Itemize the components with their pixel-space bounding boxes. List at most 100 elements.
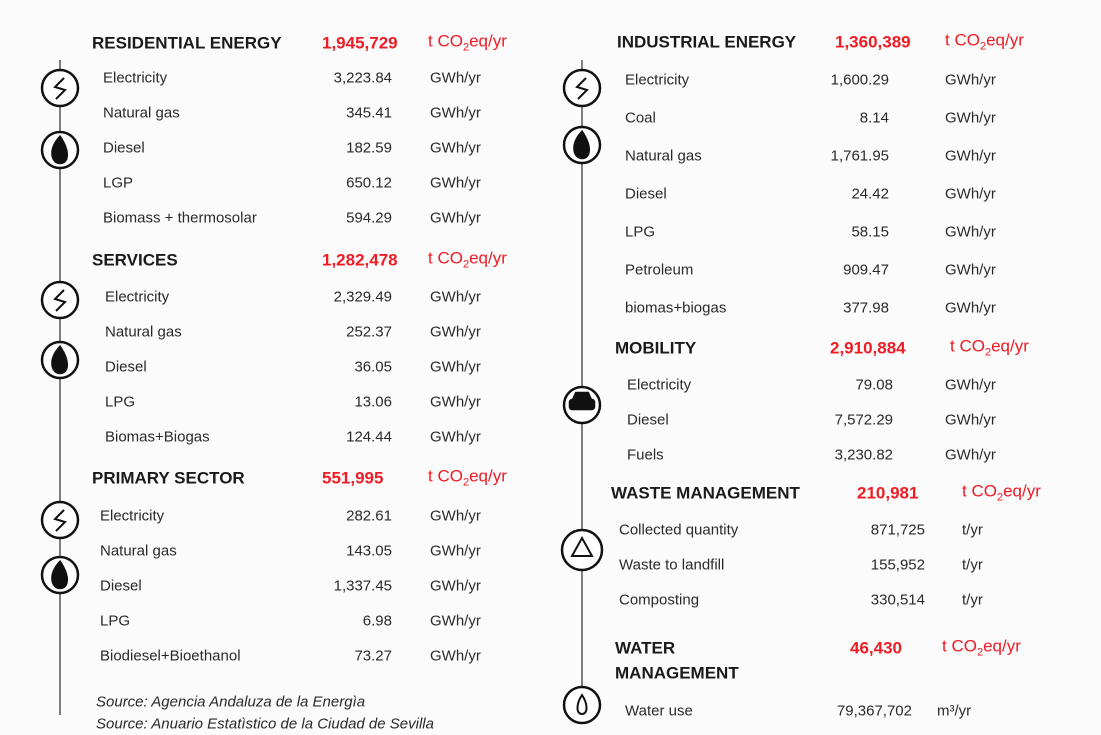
item-value: 1,337.45 (333, 577, 392, 595)
unit-end: eq/yr (983, 636, 1021, 656)
item-label: Electricity (103, 69, 168, 87)
item-unit: GWh/yr (430, 174, 481, 192)
item-unit: GWh/yr (945, 223, 996, 241)
item-value: 155,952 (870, 556, 925, 574)
item-value: 8.14 (859, 109, 889, 127)
item-unit: GWh/yr (945, 376, 996, 394)
unit-main: t CO (428, 466, 463, 486)
unit-main: t CO (942, 636, 977, 656)
item-unit: GWh/yr (430, 577, 481, 595)
section-title: RESIDENTIAL ENERGY (92, 33, 282, 53)
item-value: 6.98 (362, 612, 392, 630)
item-label: Diesel (105, 358, 147, 376)
item-value: 143.05 (346, 542, 392, 560)
section-title: SERVICES (92, 250, 178, 270)
unit-sub: 2 (976, 646, 984, 659)
item-unit: t/yr (962, 591, 983, 609)
item-value: 58.15 (851, 223, 889, 241)
item-value: 871,725 (870, 521, 925, 539)
unit-sub: 2 (996, 491, 1004, 504)
unit-sub: 2 (462, 258, 470, 271)
item-unit: GWh/yr (945, 185, 996, 203)
item-unit: GWh/yr (430, 507, 481, 525)
item-label: Collected quantity (619, 521, 739, 539)
item-value: 73.27 (354, 647, 392, 665)
item-unit: GWh/yr (430, 288, 481, 306)
item-value: 909.47 (843, 261, 889, 279)
unit-main: t CO (962, 481, 997, 501)
item-label: Natural gas (100, 542, 177, 560)
item-unit: GWh/yr (945, 71, 996, 89)
item-unit: GWh/yr (430, 69, 481, 87)
section-title: MOBILITY (615, 338, 697, 358)
item-unit: GWh/yr (430, 428, 481, 446)
item-label: Fuels (627, 446, 664, 464)
unit-end: eq/yr (469, 466, 507, 486)
item-value: 330,514 (870, 591, 925, 609)
source-note: Source: Anuario Estatìstico de la Ciudad… (96, 715, 434, 733)
item-value: 252.37 (346, 323, 392, 341)
item-label: Natural gas (625, 147, 702, 165)
item-label: LPG (105, 393, 136, 411)
item-value: 1,600.29 (830, 71, 889, 89)
unit-end: eq/yr (991, 336, 1029, 356)
item-label: Electricity (100, 507, 165, 525)
item-label: Biomas+Biogas (105, 428, 210, 446)
section-total: 1,945,729 (322, 33, 398, 53)
section-title: MANAGEMENT (615, 663, 739, 683)
item-unit: GWh/yr (945, 299, 996, 317)
item-label: Biodiesel+Bioethanol (100, 647, 241, 665)
icon-fuel (40, 125, 602, 595)
section-total: 210,981 (857, 483, 919, 503)
section-unit: t CO2eq/yr (950, 338, 1029, 359)
item-value: 594.29 (346, 209, 392, 227)
item-value: 182.59 (346, 139, 392, 157)
section-title: WASTE MANAGEMENT (611, 483, 800, 503)
item-unit: GWh/yr (430, 104, 481, 122)
item-value: 1,761.95 (830, 147, 889, 165)
section-title: WATER (615, 638, 676, 658)
item-value: 3,230.82 (834, 446, 893, 464)
unit-sub: 2 (984, 346, 992, 359)
item-label: Biomass + thermosolar (103, 209, 257, 227)
item-unit: GWh/yr (430, 393, 481, 411)
item-unit: t/yr (962, 556, 983, 574)
icon-bolt (53, 77, 589, 532)
item-value: 24.42 (851, 185, 889, 203)
item-unit: GWh/yr (430, 358, 481, 376)
unit-sub: 2 (462, 476, 470, 489)
item-label: Diesel (625, 185, 667, 203)
section-unit: t CO2eq/yr (942, 638, 1021, 659)
item-label: LPG (100, 612, 131, 630)
item-value: 2,329.49 (333, 288, 392, 306)
item-value: 345.41 (346, 104, 392, 122)
section-total: 2,910,884 (830, 338, 906, 358)
item-unit: GWh/yr (945, 147, 996, 165)
item-unit: t/yr (962, 521, 983, 539)
section-total: 1,282,478 (322, 250, 398, 270)
section-total: 1,360,389 (835, 32, 911, 52)
item-label: Electricity (627, 376, 692, 394)
item-unit: m³/yr (937, 702, 972, 720)
item-value: 79,367,702 (836, 702, 912, 720)
item-label: Petroleum (625, 261, 694, 279)
item-label: Diesel (103, 139, 145, 157)
unit-sub: 2 (462, 41, 470, 54)
item-label: Electricity (625, 71, 690, 89)
section-unit: t CO2eq/yr (945, 32, 1024, 53)
unit-end: eq/yr (986, 30, 1024, 50)
unit-sub: 2 (979, 40, 987, 53)
item-label: Electricity (105, 288, 170, 306)
item-label: Diesel (627, 411, 669, 429)
item-value: 13.06 (354, 393, 392, 411)
section-title: INDUSTRIAL ENERGY (617, 32, 797, 52)
item-value: 79.08 (855, 376, 893, 394)
item-value: 377.98 (843, 299, 889, 317)
unit-main: t CO (428, 248, 463, 268)
item-unit: GWh/yr (945, 261, 996, 279)
section-total: 46,430 (850, 638, 902, 658)
item-unit: GWh/yr (945, 411, 996, 429)
icon-car (562, 385, 602, 425)
item-label: Natural gas (103, 104, 180, 122)
